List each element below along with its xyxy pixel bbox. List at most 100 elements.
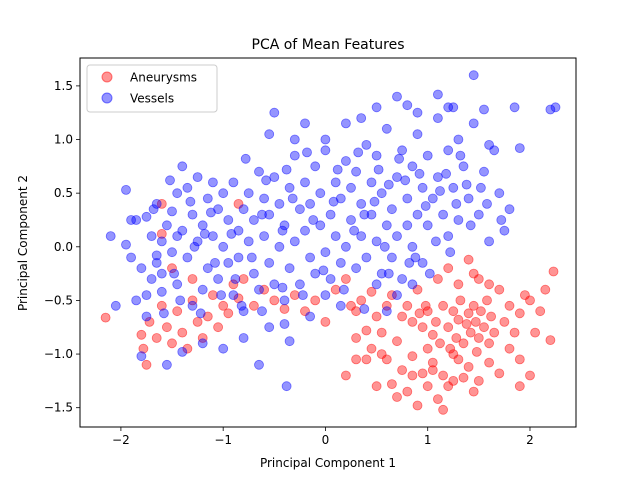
vessels-point (468, 70, 479, 81)
vessels-point (202, 193, 213, 204)
vessels-point (175, 295, 186, 306)
vessels-point (335, 193, 346, 204)
vessels-point (254, 284, 264, 295)
vessels-point (453, 134, 464, 145)
vessels-point (279, 319, 290, 329)
vessels-point (192, 236, 203, 247)
vessels-point (305, 311, 316, 322)
vessels-point (351, 263, 362, 274)
vessels-point (422, 150, 433, 161)
vessels-point (335, 257, 346, 268)
vessels-point (136, 263, 147, 274)
y-tick-label: −1.0 (44, 347, 73, 361)
vessels-point (496, 215, 507, 225)
vessels-point (465, 220, 476, 231)
vessels-point (545, 104, 556, 115)
aneurysms-point (432, 394, 443, 405)
vessels-point (420, 201, 431, 211)
vessels-point (371, 236, 382, 247)
vessels-point (156, 286, 167, 297)
vessels-point (197, 338, 208, 349)
vessels-point (223, 215, 234, 225)
vessels-point (373, 164, 384, 175)
aneurysms-point (197, 333, 208, 343)
vessels-point (161, 359, 172, 370)
vessels-point (432, 113, 443, 123)
aneurysms-point (366, 343, 377, 354)
vessels-point (156, 236, 167, 247)
vessels-point (172, 279, 183, 290)
aneurysms-point (392, 392, 402, 402)
vessels-point (417, 257, 428, 268)
aneurysms-point (468, 300, 479, 311)
chart-title: PCA of Mean Features (252, 37, 405, 53)
legend-box (86, 64, 218, 113)
vessels-point (177, 346, 188, 357)
vessels-point (169, 268, 180, 279)
vessels-point (210, 257, 220, 268)
vessels-point (287, 193, 298, 204)
aneurysms-point (279, 304, 290, 314)
vessels-point (289, 134, 300, 145)
vessels-point (479, 166, 489, 177)
vessels-point (226, 228, 237, 239)
aneurysms-point (499, 316, 510, 327)
vessels-point (353, 147, 364, 158)
vessels-point (489, 145, 500, 156)
aneurysms-point (463, 254, 474, 265)
aneurysms-point (427, 357, 438, 368)
vessels-point (257, 306, 267, 317)
vessels-point (392, 172, 402, 183)
vessels-point (126, 215, 137, 225)
vessels-point (297, 290, 308, 301)
aneurysms-point (468, 386, 479, 397)
vessels-point (458, 161, 469, 172)
vessels-point (417, 182, 428, 193)
vessels-point (281, 381, 292, 392)
vessels-point (394, 153, 405, 164)
aneurysms-point (259, 284, 270, 295)
vessels-point (230, 274, 241, 284)
aneurysms-point (438, 370, 449, 381)
vessels-point (136, 351, 147, 362)
aneurysms-point (427, 365, 438, 376)
aneurysms-point (530, 327, 540, 338)
aneurysms-point (438, 404, 449, 415)
vessels-point (441, 168, 452, 179)
vessels-point (165, 175, 175, 186)
vessels-point (424, 268, 435, 279)
vessels-point (402, 100, 413, 111)
vessels-point (189, 241, 200, 252)
y-tick-label: 0.0 (54, 240, 73, 254)
x-tick-label: 1 (424, 433, 432, 447)
vessels-point (195, 308, 206, 319)
vessels-point (205, 207, 216, 218)
vessels-point (366, 209, 377, 220)
vessels-point (172, 231, 183, 242)
x-tick-label: 2 (526, 433, 534, 447)
aneurysms-point (407, 316, 418, 327)
vessels-point (509, 102, 520, 113)
vessels-point (499, 225, 510, 236)
vessels-point (402, 193, 413, 204)
vessels-point (346, 182, 356, 193)
vessels-point (315, 188, 326, 199)
aneurysms-point (475, 306, 486, 317)
vessels-point (392, 290, 402, 301)
aneurysms-point (448, 349, 459, 360)
vessels-point (236, 300, 247, 311)
aneurysms-point (435, 338, 445, 349)
aneurysms-point (484, 338, 495, 349)
aneurysms-point (427, 329, 438, 340)
vessels-point (259, 231, 270, 242)
vessels-point (233, 252, 244, 263)
aneurysms-point (443, 263, 454, 274)
vessels-point (277, 282, 288, 293)
aneurysms-point (238, 274, 249, 284)
aneurysms-point (156, 198, 167, 209)
x-axis-ticks: −2 −1 0 1 2 (112, 427, 534, 447)
aneurysms-point (156, 300, 167, 311)
vessels-point (338, 284, 349, 295)
vessels-point (294, 204, 305, 215)
